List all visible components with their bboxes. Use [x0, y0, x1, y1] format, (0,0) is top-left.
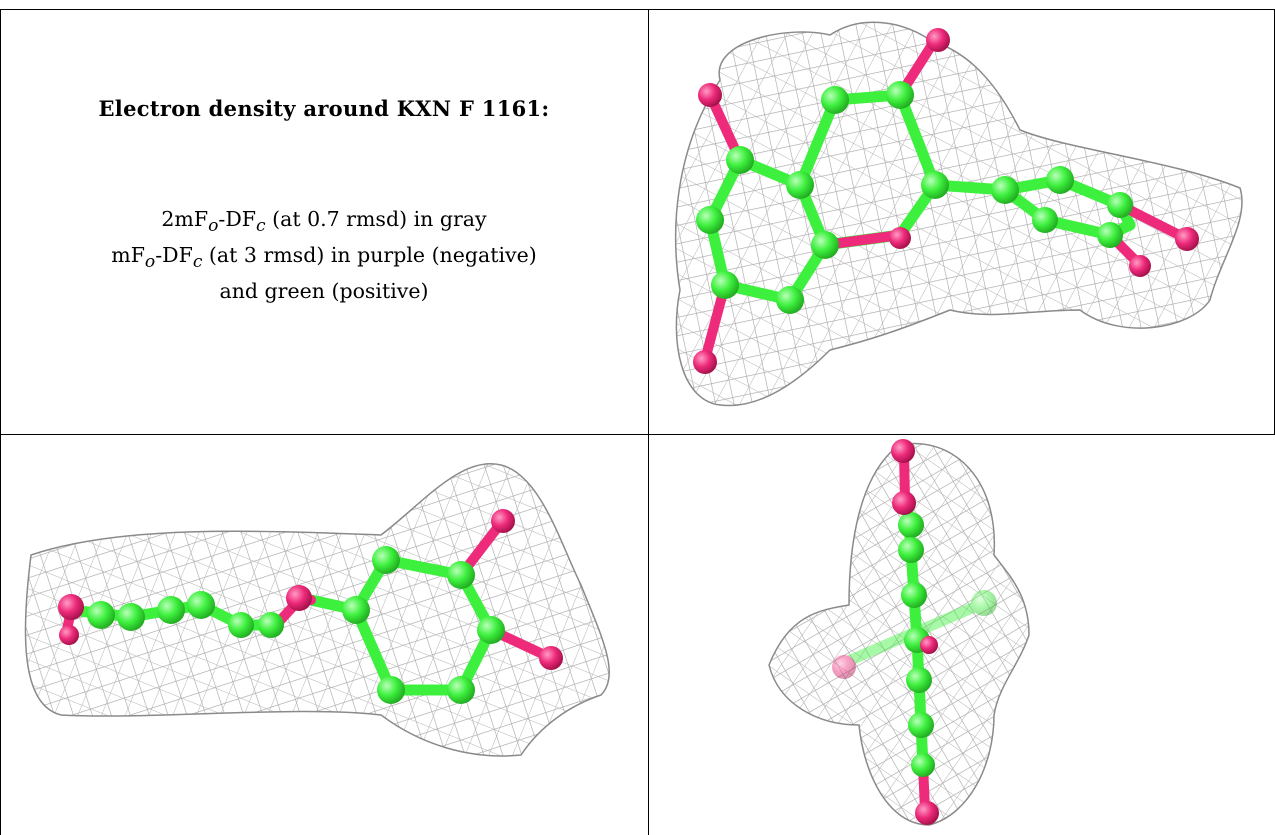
electron-density-mesh-icon — [768, 439, 1030, 826]
table-row-divider — [0, 434, 1275, 435]
electron-density-mesh-icon — [674, 21, 1243, 407]
table-border-top — [0, 9, 1275, 10]
legend-line-colors: and green (positive) — [219, 279, 429, 304]
table-border-left — [0, 9, 1, 835]
legend-line-difference: mFo-DFc (at 3 rmsd) in purple (negative) — [111, 243, 537, 273]
legend-line-gray: 2mFo-DFc (at 0.7 rmsd) in gray — [161, 207, 487, 237]
electron-density-mesh-icon — [24, 462, 610, 757]
table-border-middle — [648, 9, 649, 835]
legend-title: Electron density around KXN F 1161: — [98, 96, 550, 121]
legend-description: 2mFo-DFc (at 0.7 rmsd) in gray mFo-DFc (… — [0, 205, 648, 306]
density-view-front — [650, 10, 1274, 434]
density-view-edge — [649, 435, 1274, 835]
density-view-side — [1, 435, 648, 835]
